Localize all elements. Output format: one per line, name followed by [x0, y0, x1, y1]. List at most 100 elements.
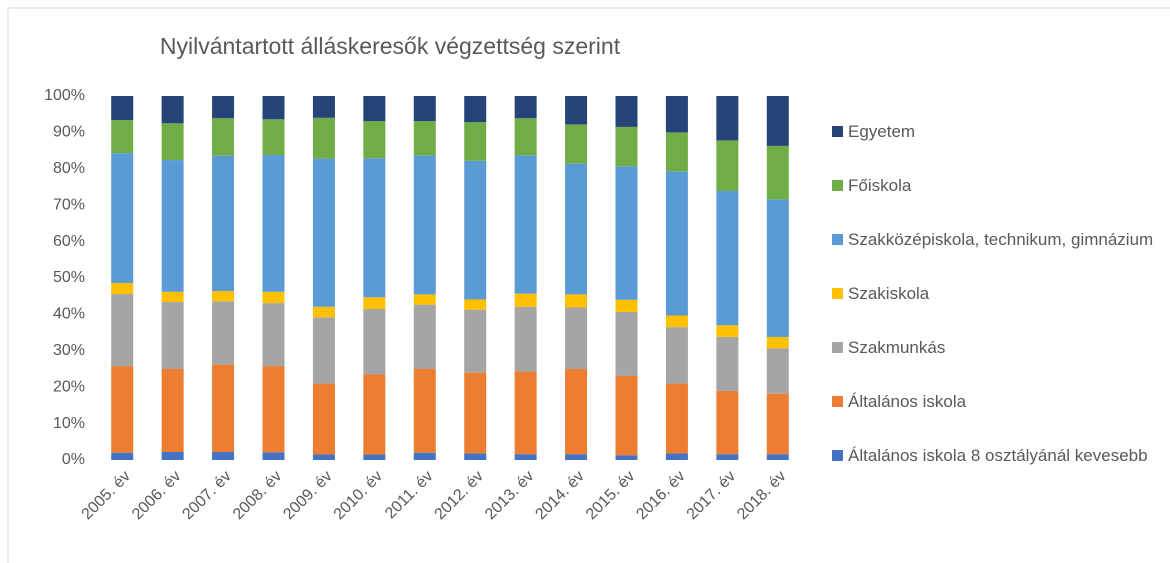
bar-segment — [716, 336, 739, 391]
bar-segment — [464, 453, 487, 460]
bar-segment — [413, 452, 436, 460]
bar-segment — [363, 158, 386, 298]
bar-segment — [262, 96, 285, 120]
x-tick-label: 2017. év — [684, 468, 739, 523]
bar-segment — [363, 308, 386, 375]
legend-swatch — [832, 234, 843, 245]
bar-segment — [464, 96, 487, 123]
y-tick-label: 10% — [53, 415, 85, 432]
chart-title: Nyilvántartott álláskeresők végzettség s… — [160, 33, 621, 59]
bar-segment — [565, 454, 588, 460]
legend-item: Szakmunkás — [832, 334, 1162, 388]
bar-segment — [262, 303, 285, 367]
legend-item: Szakiskola — [832, 280, 1162, 334]
bar-segment — [665, 132, 688, 172]
bar-segment — [161, 451, 184, 460]
x-tick-label: 2010. év — [331, 468, 386, 523]
bar-segment — [565, 369, 588, 455]
bar-segment — [565, 307, 588, 369]
bar-segment — [212, 301, 235, 365]
bar-segment — [413, 155, 436, 295]
bar-segment — [665, 453, 688, 460]
bar-segment — [716, 325, 739, 337]
bar-segment — [212, 155, 235, 292]
y-tick-label: 100% — [44, 87, 85, 104]
x-tick-label: 2011. év — [382, 468, 437, 523]
bar-segment — [615, 166, 638, 300]
bar-segment — [615, 455, 638, 460]
bar-segment — [161, 369, 184, 452]
legend-label: Általános iskola — [848, 392, 967, 411]
bar-segment — [262, 291, 285, 304]
bar-segment — [312, 96, 335, 118]
bar-segment — [665, 96, 688, 133]
bar-segment — [665, 315, 688, 328]
bar-segment — [262, 119, 285, 155]
bar-segment — [312, 317, 335, 384]
bar-segment — [262, 452, 285, 460]
bar-segment — [565, 294, 588, 308]
bar-segment — [161, 96, 184, 124]
bar-segment — [464, 299, 487, 310]
bar-segment — [665, 383, 688, 454]
x-tick-label: 2006. év — [129, 468, 184, 523]
bar-segment — [766, 348, 789, 394]
legend-label: Szakmunkás — [848, 338, 946, 357]
bar-segment — [363, 374, 386, 455]
bar-segment — [413, 369, 436, 453]
bar-segment — [716, 96, 739, 141]
y-tick-label: 30% — [53, 342, 85, 359]
y-tick-label: 20% — [53, 378, 85, 395]
bar-segment — [716, 390, 739, 455]
bar-segment — [514, 96, 537, 119]
bar-segment — [464, 122, 487, 161]
bar-segment — [312, 306, 335, 318]
legend-label: Általános iskola 8 osztályánál kevesebb — [848, 446, 1148, 465]
bar-segment — [111, 120, 134, 154]
bar-segment — [514, 306, 537, 372]
y-tick-label: 80% — [53, 160, 85, 177]
bar-segment — [716, 191, 739, 326]
bar-segment — [766, 145, 789, 200]
bar-segment — [514, 371, 537, 455]
bar-segment — [665, 327, 688, 384]
bar-segment — [363, 297, 386, 309]
bar-segment — [615, 299, 638, 312]
bar-segment — [212, 118, 235, 156]
bar-segment — [413, 304, 436, 369]
bar-segment — [212, 364, 235, 452]
bar-segment — [615, 126, 638, 167]
bar-segment — [716, 140, 739, 192]
bar-segment — [766, 336, 789, 349]
bar-segment — [514, 155, 537, 294]
legend-swatch — [832, 450, 843, 461]
bar-segment — [111, 452, 134, 460]
y-tick-label: 0% — [62, 451, 85, 468]
legend-label: Szakiskola — [848, 284, 930, 303]
legend-item: Általános iskola — [832, 388, 1162, 442]
bar-segment — [766, 96, 789, 146]
bar-segment — [514, 454, 537, 460]
bar-segment — [413, 294, 436, 305]
legend-label: Szakközépiskola, technikum, gimnázium — [848, 230, 1154, 249]
bar-segment — [312, 158, 335, 307]
bar-segment — [111, 283, 134, 295]
x-tick-label: 2014. év — [532, 468, 587, 523]
bar-segment — [766, 393, 789, 455]
x-tick-label: 2013. év — [482, 468, 537, 523]
bar-segment — [514, 293, 537, 307]
bar-segment — [464, 372, 487, 454]
x-tick-label: 2018. év — [734, 468, 789, 523]
legend-item: Főiskola — [832, 172, 1162, 226]
legend-swatch — [832, 288, 843, 299]
legend-swatch — [832, 396, 843, 407]
bar-segment — [615, 311, 638, 376]
bar-segment — [766, 199, 789, 337]
bar-segment — [111, 366, 134, 453]
bar-segment — [161, 160, 184, 292]
bar-segment — [464, 309, 487, 373]
bar-segment — [312, 117, 335, 159]
y-tick-label: 90% — [53, 124, 85, 141]
legend-swatch — [832, 342, 843, 353]
